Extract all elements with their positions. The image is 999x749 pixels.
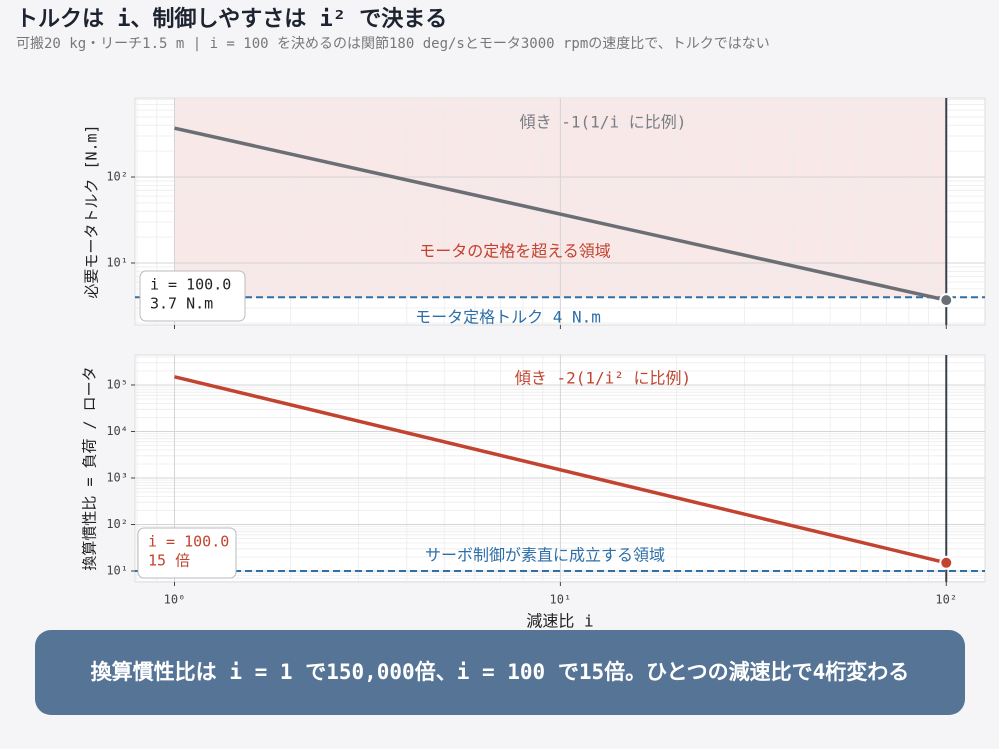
y-axis-label: 換算慣性比 = 負荷 / ロータ	[81, 366, 99, 570]
x-tick-label: 10²	[935, 593, 957, 607]
highlight-point	[939, 293, 954, 308]
readout-box	[139, 270, 246, 322]
region-label: モータの定格を超える領域	[419, 242, 611, 261]
banner-box	[35, 630, 965, 715]
slope-annotation: 傾き -2(1/i² に比例)	[515, 369, 691, 388]
slope-annotation: 傾き -1(1/i に比例)	[520, 113, 687, 132]
y-tick-label: 10²	[106, 517, 128, 531]
y-tick-label: 10⁵	[106, 377, 128, 391]
readout-text: i = 100.0	[150, 276, 231, 294]
highlight-point	[939, 555, 954, 570]
readout-text: 15 倍	[148, 552, 190, 570]
reference-label: サーボ制御が素直に成立する領域	[425, 546, 665, 565]
readout-text: 3.7 N.m	[150, 295, 213, 313]
x-tick-label: 10¹	[550, 593, 572, 607]
subtitle: 可搬20 kg・リーチ1.5 m | i = 100 を決めるのは関節180 d…	[16, 35, 770, 52]
data-line	[174, 126, 947, 302]
y-tick-label: 10¹	[106, 255, 128, 269]
banner-text: 換算慣性比は i = 1 で150,000倍、i = 100 で15倍。ひとつの…	[91, 660, 910, 684]
y-tick-label: 10³	[106, 470, 128, 484]
y-tick-label: 10⁴	[106, 424, 128, 438]
reference-label: モータ定格トルク 4 N.m	[415, 308, 601, 327]
x-axis-label: 減速比 i	[526, 612, 593, 631]
readout-text: i = 100.0	[148, 533, 229, 551]
readout-box	[137, 527, 237, 579]
data-line	[174, 375, 947, 565]
y-tick-label: 10²	[106, 170, 128, 184]
x-tick-label: 10⁰	[164, 593, 186, 607]
y-axis-label: 必要モータトルク [N.m]	[83, 124, 101, 298]
title: トルクは i、制御しやすさは i² で決まる	[16, 6, 447, 32]
y-tick-label: 10¹	[106, 563, 128, 577]
